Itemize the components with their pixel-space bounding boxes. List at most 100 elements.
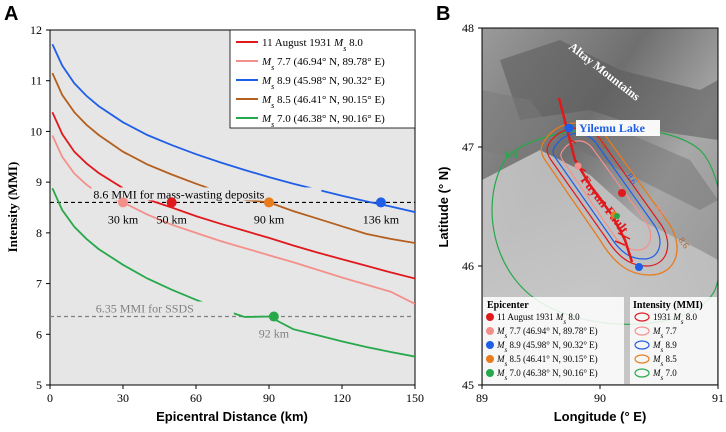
intensity-legend-entry: 1931 Ms 8.0 [653, 312, 697, 326]
legend-entry-part: M [652, 340, 661, 350]
legend-entry-part: 8.9 (45.98° N, 90.32° E) [507, 340, 597, 350]
distance-marker [264, 197, 274, 208]
distance-marker [268, 311, 279, 322]
y-tick-label: 11 [30, 74, 42, 88]
legend-entry-part: 8.0 [566, 312, 580, 322]
legend-box [229, 29, 416, 129]
hill-area [482, 90, 560, 160]
x-axis-label: Epicentral Distance (km) [156, 409, 308, 424]
legend-entry-part: s [661, 360, 664, 368]
distance-label: 30 km [108, 212, 139, 226]
lake-label-bg [576, 120, 660, 136]
legend-entry-part: M [333, 37, 344, 49]
legend-entry-part: M [261, 94, 272, 106]
panel-b: B Altay Mountains Yilemu Lake Fuyun Faul… [436, 3, 724, 424]
legend-entry-part: s [271, 120, 274, 129]
map-y-tick-label: 48 [462, 21, 474, 35]
y-tick-label: 9 [36, 175, 42, 189]
legend-entry-part: 8.9 (45.98° N, 90.32° E) [274, 75, 385, 87]
intensity-legend-swatch [634, 326, 650, 336]
map-y-tick-label: 45 [462, 378, 474, 392]
epicenter-legend-items: 11 August 1931 Ms 8.0Ms 7.7 (46.94° N, 8… [486, 312, 598, 382]
intensity-legend-entry: Ms 7.7 [652, 326, 677, 340]
fault-arrows [614, 232, 631, 246]
series-line [51, 43, 415, 213]
map-x-tick-label: 89 [476, 391, 488, 405]
threshold-label: 8.6 MMI for mass-wasting deposits [93, 187, 264, 201]
legend-entry-part: s [271, 63, 274, 72]
legend-entry-part: 7.0 (46.38° N, 90.16° E) [274, 113, 385, 125]
legend-entry-part: M [555, 312, 564, 322]
legend-entry-part: M [652, 326, 661, 336]
legend-entry: Ms 7.0 (46.38° N, 90.16° E) [261, 113, 385, 129]
map-x-axis-label: Longitude (° E) [554, 409, 647, 424]
intensity-legend-entry: Ms 8.9 [652, 340, 677, 354]
legend-entry-part: s [505, 360, 508, 368]
y-tick-label: 7 [36, 277, 42, 291]
legend-entry-part: 7.7 (46.94° N, 89.78° E) [274, 56, 385, 68]
legend-entry-part: s [271, 101, 274, 110]
legend-entry-part: M [652, 368, 661, 378]
y-tick-label: 10 [30, 124, 42, 138]
intensity-legend-items: 1931 Ms 8.0Ms 7.7Ms 8.9Ms 8.5Ms 7.0 [634, 312, 697, 382]
epicenter-legend-entry: Ms 7.0 (46.38° N, 90.16° E) [496, 368, 598, 382]
legend-entry-part: 8.5 [663, 354, 677, 364]
intensity-legend-swatch [634, 340, 650, 350]
panel-a-label: A [4, 3, 18, 25]
legend-entry-part: 8.0 [683, 312, 697, 322]
intensity-legend-swatch [634, 354, 650, 364]
threshold-label-bg [93, 301, 234, 315]
series-line [51, 111, 415, 280]
legend-entry-part: 7.0 (46.38° N, 90.16° E) [507, 368, 597, 378]
epicenter-legend-dot [486, 313, 494, 321]
legend-entry-part: M [496, 368, 505, 378]
legend-entry-part: M [261, 75, 272, 87]
panel-b-label: B [436, 3, 450, 25]
y-tick-label: 12 [30, 23, 42, 37]
threshold-label: 6.35 MMI for SSDS [96, 302, 194, 316]
legend: 11 August 1931 Ms 8.0Ms 7.7 (46.94° N, 8… [229, 29, 416, 129]
legend-entry-part: M [652, 354, 661, 364]
legend-entry-part: M [672, 312, 681, 322]
y-tick-label: 6 [36, 327, 42, 341]
legend-entry: 11 August 1931 Ms 8.0 [262, 37, 363, 53]
legend-entry-part: s [505, 332, 508, 340]
intensity-legend-swatch [634, 368, 650, 378]
x-tick-label: 150 [406, 391, 424, 405]
axis-ticks: 0 30 60 90 120 150 5 6 7 8 9 10 11 12 [30, 23, 424, 405]
distance-marker [166, 197, 177, 208]
legend-entry-part: M [496, 340, 505, 350]
epicenter-legend-title: Epicenter [487, 300, 529, 311]
lake-label: Yilemu Lake [579, 121, 646, 135]
epicenter-legend-dot [486, 327, 494, 335]
x-tick-label: 30 [117, 391, 129, 405]
epicenter-ms7-0 [614, 213, 620, 219]
distance-marker [118, 197, 128, 208]
contour-ms7-7 [560, 140, 652, 251]
legend-entry-part: M [496, 354, 505, 364]
mountain-ridge [500, 40, 718, 140]
legend-entry-part: s [661, 332, 664, 340]
epicenter-legend-entry: Ms 7.7 (46.94° N, 89.78° E) [496, 326, 598, 340]
legend-entry-part: 7.0 [663, 368, 677, 378]
intensity-legend-swatch [634, 312, 650, 322]
threshold-lines [50, 201, 415, 318]
epicenter-legend-dot [486, 369, 494, 377]
epicenter-ms8-9 [635, 263, 643, 271]
map-y-axis-label: Latitude (° N) [436, 166, 451, 247]
legend-entry-part: s [661, 346, 664, 354]
epicenter-legend-entry: Ms 8.5 (46.41° N, 90.15° E) [496, 354, 598, 368]
legend-entry: Ms 8.9 (45.98° N, 90.32° E) [261, 75, 385, 91]
map-y-tick-label: 46 [462, 259, 474, 273]
y-tick-label: 8 [36, 226, 42, 240]
epicenter-legend-bg [483, 297, 624, 384]
legend-entry-part: M [261, 113, 272, 125]
legend-entry-part: 8.5 (46.41° N, 90.15° E) [507, 354, 597, 364]
legend-entry-part: s [505, 346, 508, 354]
panel-a: A 8.6 MMI for mass-wasting deposits 6.35 … [4, 3, 424, 424]
legend-entry-part: 1931 [653, 312, 673, 322]
distance-label: 92 km [259, 327, 290, 341]
epicenter-legend-dot [486, 355, 494, 363]
epicenter-legend-entry: 11 August 1931 Ms 8.0 [497, 312, 580, 326]
